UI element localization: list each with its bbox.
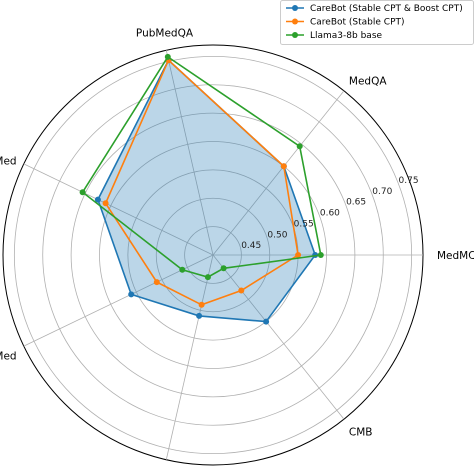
series-0-point-6	[263, 318, 270, 325]
series-1-point-4	[153, 279, 160, 286]
spoke-6	[212, 254, 345, 420]
series-0-point-3	[94, 196, 101, 203]
r-tick-label: 0.45	[241, 241, 261, 251]
legend-marker-2	[292, 32, 298, 38]
axis-label-pubmedqa: PubMedQA	[136, 27, 194, 39]
series-0-point-5	[196, 312, 203, 319]
series-1-point-0	[295, 252, 302, 258]
series-1-point-6	[238, 287, 245, 294]
series-2-point-5	[204, 274, 211, 281]
series-2-point-4	[179, 266, 186, 273]
series-2-point-3	[79, 189, 86, 196]
series-1-point-3	[102, 200, 109, 207]
spoke-1	[212, 90, 345, 256]
axis-label-medqa: MedQA	[349, 76, 387, 88]
r-tick-label: 0.75	[399, 176, 419, 186]
legend-label-2: Llama3-8b base	[310, 31, 383, 41]
legend-label-0: CareBot (Stable CPT & Boost CPT)	[310, 4, 463, 14]
axis-label-medmcqa: MedMCQA	[437, 250, 474, 262]
axis-label-cmb: CMB	[349, 426, 373, 438]
axis-label-c-eval-med: C-Eval-Med	[0, 351, 17, 363]
r-tick-label: 0.60	[320, 209, 340, 219]
series-2-point-0	[317, 252, 324, 258]
legend-label-1: CareBot (Stable CPT)	[310, 18, 405, 28]
r-tick-label: 0.70	[372, 187, 392, 197]
axis-label-mmlu-med: MMLU-Med	[0, 155, 17, 167]
series-line-1	[104, 58, 299, 306]
r-tick-label: 0.55	[294, 219, 314, 229]
series-1-point-1	[280, 163, 287, 170]
spoke-2	[165, 50, 214, 256]
series-2-point-1	[296, 143, 303, 150]
r-tick-label: 0.65	[346, 198, 366, 208]
legend-marker-0	[292, 5, 298, 11]
legend: CareBot (Stable CPT & Boost CPT) CareBot …	[280, 0, 474, 45]
series-0-point-4	[128, 291, 135, 298]
legend-marker-1	[292, 18, 298, 25]
series-fill-0	[97, 60, 316, 322]
r-tick-label: 0.50	[267, 230, 287, 240]
radar-series	[79, 53, 324, 325]
series-2-point-2	[164, 53, 171, 60]
series-1-point-5	[198, 301, 205, 308]
spoke-3	[23, 163, 214, 256]
series-2-point-6	[220, 265, 227, 272]
radar-labels: 0.45 0.50 0.55 0.60 0.65 0.70 0.75 MedMCQA MedQA…	[0, 27, 474, 438]
spoke-5	[165, 254, 214, 460]
